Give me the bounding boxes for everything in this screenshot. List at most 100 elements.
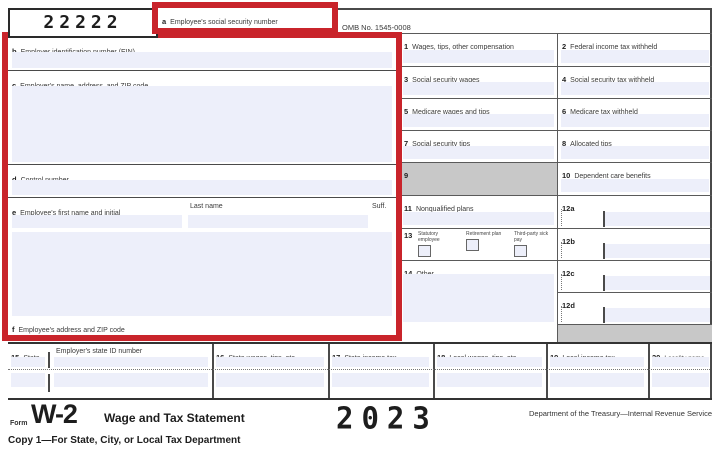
nonqualified-plans-field[interactable] — [403, 212, 554, 225]
batch-code: 22222 — [43, 12, 123, 33]
box-e-label: Employee's first name and initial — [20, 210, 121, 217]
third-party-sick-pay-group: Third-party sick pay — [514, 231, 552, 257]
state-tax-field-row1[interactable] — [332, 357, 429, 367]
state-field-row2[interactable] — [11, 373, 45, 387]
ssn-field[interactable] — [162, 20, 328, 28]
box-e-caption: e Employee's first name and initial — [12, 202, 120, 220]
state-wages-field-row1[interactable] — [216, 357, 324, 367]
state-tax-field-row2[interactable] — [332, 373, 429, 387]
local-tax-field-row2[interactable] — [550, 373, 644, 387]
box-4-number: 4 — [562, 75, 567, 84]
divider-d-e — [8, 197, 396, 198]
box-12b-amount-field[interactable] — [605, 244, 710, 258]
ss-wages-field[interactable] — [403, 82, 554, 95]
state-wages-field-row2[interactable] — [216, 373, 324, 387]
dependent-care-field[interactable] — [561, 179, 709, 192]
box-6-medicare-tax: 6 Medicare tax withheld — [557, 98, 712, 130]
local-wages-field-row1[interactable] — [437, 357, 542, 367]
ein-field[interactable] — [12, 52, 392, 68]
box-b-number: b — [12, 47, 17, 56]
state-field-row1[interactable] — [11, 357, 45, 367]
box-12b-code-divider — [561, 242, 562, 258]
statutory-employee-label: Statutory employee — [418, 231, 440, 243]
divider-19-20 — [648, 344, 650, 398]
box-6-label: Medicare tax withheld — [570, 109, 638, 116]
state-id-field-row1[interactable] — [54, 357, 208, 367]
box-12b-amount-divider — [603, 243, 605, 259]
box-7-ss-tips: 7 Social security tips — [400, 130, 557, 162]
box-7-label: Social security tips — [412, 141, 471, 148]
first-name-field[interactable] — [12, 215, 182, 228]
box-8-label: Allocated tips — [570, 141, 612, 148]
control-number-field[interactable] — [12, 180, 392, 195]
form-word: Form — [10, 420, 28, 427]
box-12a-amount-divider — [603, 211, 605, 227]
box-10-number: 10 — [562, 171, 571, 180]
state-id-field-row2[interactable] — [54, 373, 208, 387]
state-local-row: 15State Employer's state ID number 16Sta… — [8, 342, 712, 400]
box-d-number: d — [12, 175, 17, 184]
medicare-wages-field[interactable] — [403, 114, 554, 127]
last-name-label: Last name — [190, 203, 223, 210]
box-f-label: Employee's address and ZIP code — [18, 327, 125, 334]
tax-year: 2023 — [336, 400, 438, 436]
box-12c-code-divider — [561, 274, 562, 290]
federal-tax-field[interactable] — [561, 50, 709, 63]
box-12c: 12c — [557, 260, 712, 292]
ss-tips-field[interactable] — [403, 146, 554, 159]
box-12d: 12d — [557, 292, 712, 324]
box-2-federal-tax: 2 Federal income tax withheld — [557, 33, 712, 66]
box-12a-amount-field[interactable] — [605, 212, 710, 226]
box-a-number: a — [162, 17, 167, 26]
box-3-ss-wages: 3 Social security wages — [400, 66, 557, 98]
retirement-plan-group: Retirement plan — [466, 231, 508, 251]
box-e-number: e — [12, 208, 17, 217]
locality-field-row1[interactable] — [652, 357, 709, 367]
box-a-label: Employee's social security number — [170, 19, 278, 26]
local-wages-field-row2[interactable] — [437, 373, 542, 387]
employer-name-address-field[interactable] — [12, 86, 392, 162]
local-tax-field-row1[interactable] — [550, 357, 644, 367]
box-12a: 12a — [557, 195, 712, 228]
box-12c-amount-field[interactable] — [605, 276, 710, 290]
medicare-tax-field[interactable] — [561, 114, 709, 127]
box-4-ss-tax: 4 Social security tax withheld — [557, 66, 712, 98]
allocated-tips-field[interactable] — [561, 146, 709, 159]
employee-address-field[interactable] — [12, 232, 392, 316]
box-10-dependent-care: 10 Dependent care benefits — [557, 162, 712, 195]
ss-tax-field[interactable] — [561, 82, 709, 95]
box-4-label: Social security tax withheld — [570, 77, 655, 84]
box-12c-amount-divider — [603, 275, 605, 291]
divider-17-18 — [433, 344, 435, 398]
box-1-label: Wages, tips, other compensation — [412, 44, 514, 51]
statutory-employee-checkbox[interactable] — [418, 244, 431, 257]
retirement-plan-checkbox[interactable] — [466, 238, 479, 251]
highlight-box-a: a Employee's social security number — [152, 2, 338, 34]
box-13-number: 13 — [404, 231, 413, 240]
box-2-label: Federal income tax withheld — [570, 44, 658, 51]
form-title: Wage and Tax Statement — [104, 411, 245, 425]
form-top-border — [8, 8, 712, 10]
batch-code-box: 22222 — [8, 8, 158, 38]
divider-b-c — [8, 70, 396, 71]
box-12b-number: 12b — [562, 237, 575, 246]
suffix-label: Suff. — [372, 203, 387, 210]
box-1-wages: 1 Wages, tips, other compensation — [400, 33, 557, 66]
box-12c-number: 12c — [562, 269, 575, 278]
department-line: Department of the Treasury—Internal Reve… — [528, 409, 712, 418]
locality-field-row2[interactable] — [652, 373, 709, 387]
box-7-number: 7 — [404, 139, 409, 148]
box-14-other: 14Other — [400, 260, 557, 342]
box-9-shaded: 9 — [400, 162, 557, 195]
other-field[interactable] — [403, 274, 554, 322]
shaded-strip-below-12d — [557, 324, 712, 342]
box-3-label: Social security wages — [412, 77, 480, 84]
box-8-allocated-tips: 8 Allocated tips — [557, 130, 712, 162]
box-5-label: Medicare wages and tips — [412, 109, 490, 116]
last-name-field[interactable] — [188, 215, 368, 228]
divider-16-17 — [328, 344, 330, 398]
third-party-sick-pay-checkbox[interactable] — [514, 244, 527, 257]
wages-field[interactable] — [403, 50, 554, 63]
box-12d-amount-field[interactable] — [605, 308, 710, 322]
